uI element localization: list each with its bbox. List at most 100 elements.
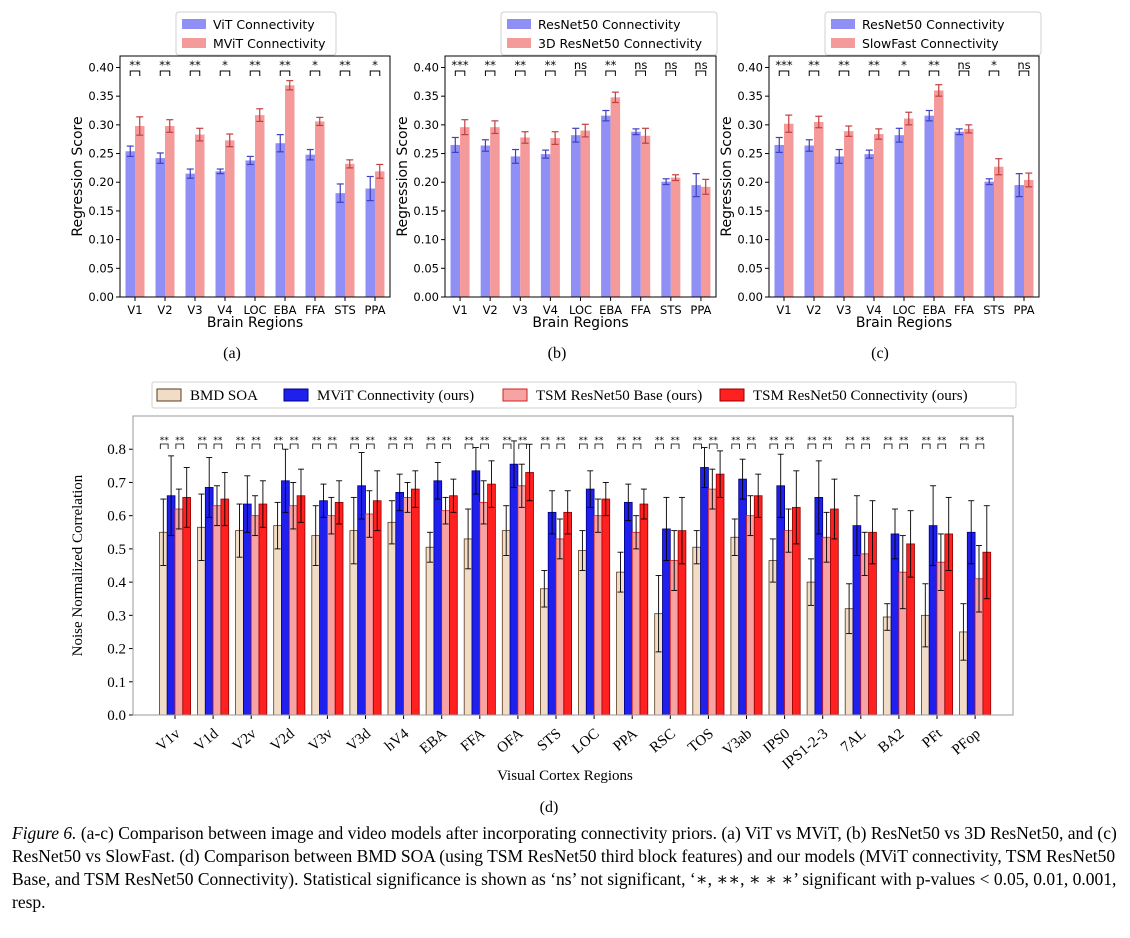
x-tick-label: FFA [305,303,325,317]
bar [520,137,530,297]
legend-label: TSM ResNet50 Connectivity (ours) [753,388,968,404]
chart-panel-d: ** ** V1v ** ** V1d ** ** V2v ** ** V2d ** ** V3v ** ** V… [70,381,1017,816]
significance-label: ns [664,58,677,72]
significance-label: ns [694,58,707,72]
significance-bracket [937,443,947,449]
bar [934,90,944,297]
x-tick-label: V1d [192,725,222,754]
y-tick-label: 0.35 [88,89,114,103]
bar [281,480,290,716]
figure-caption: Figure 6. (a-c) Comparison between image… [12,822,1118,914]
x-tick-label: V2d [268,725,298,754]
bar [784,530,793,716]
significance-label: ns [1017,58,1030,72]
bar [212,505,222,716]
y-tick-label: 0.25 [88,147,114,161]
x-tick-label: V1 [776,303,791,317]
bar [225,140,235,297]
legend-swatch [156,388,182,402]
significance-bracket [695,70,707,76]
significance-label: ** [350,436,360,446]
y-tick-label: 0.2 [107,642,126,658]
significance-label: ** [709,436,719,446]
bar [776,485,785,716]
x-tick-label: PPA [610,726,640,755]
significance-bracket [426,443,436,449]
x-tick-label: STS [334,303,356,317]
plot-frame [444,55,717,298]
legend-label: ResNet50 Connectivity [862,17,1005,32]
x-tick-label: 7AL [838,726,869,756]
bar [738,478,747,716]
significance-bracket [309,70,321,76]
bar [296,495,306,716]
significance-label: ** [605,58,617,72]
bar [814,121,824,297]
significance-label: ** [484,58,496,72]
x-tick-label: RSC [647,726,679,756]
legend-label: BMD SOA [190,388,258,404]
x-tick-label: EBA [922,303,945,317]
bar [345,163,355,297]
legend-label: MViT Connectivity [213,36,326,51]
bar [670,177,681,297]
x-tick-label: PPA [1013,303,1034,317]
significance-label: ** [556,436,566,446]
significance-bracket [670,443,680,449]
significance-bracket [540,443,550,449]
y-tick-label: 0.15 [413,204,439,218]
y-tick-label: 0.20 [737,175,763,189]
bar [195,134,205,297]
bar [305,154,315,297]
legend-label: 3D ResNet50 Connectivity [538,36,703,51]
significance-bracket [594,443,604,449]
significance-bracket [838,70,850,76]
bar [288,505,298,716]
bar [365,188,375,297]
bar [540,588,549,716]
bar [860,553,869,716]
significance-bracket [899,443,908,449]
bar [691,185,701,297]
significance-label: ** [274,436,284,446]
x-tick-label: EBA [273,303,296,317]
bar [984,181,994,297]
significance-label: * [372,58,378,72]
significance-bracket [655,443,664,449]
y-tick-label: 0.5 [107,542,126,558]
significance-bracket [545,70,556,76]
y-tick-label: 0.05 [737,261,763,275]
significance-label: ** [823,436,833,446]
significance-bracket [665,70,677,76]
x-tick-label: V3ab [720,726,755,759]
bar [242,503,252,716]
y-axis-label: Regression Score [395,116,411,236]
bar [449,495,458,716]
y-tick-label: 0.40 [737,60,763,74]
bar [640,135,651,297]
chart-panel-c: *** V1 ** V2 ** V3 ** V4 * LOC ** EBA ns FFA * STS ns PPA… [719,11,1042,362]
significance-label: ** [503,436,513,446]
y-tick-label: 0.10 [88,233,114,247]
significance-bracket [579,443,588,449]
significance-label: ** [339,58,351,72]
significance-label: ** [404,436,414,446]
legend-swatch [283,388,309,402]
legend-swatch [507,19,531,29]
significance-label: ** [159,58,171,72]
significance-label: ** [465,436,475,446]
y-tick-label: 0.30 [88,118,114,132]
bar [601,498,611,716]
significance-bracket [454,70,466,76]
bar [571,135,581,297]
legend-label: SlowFast Connectivity [862,36,999,51]
y-tick-label: 0.15 [737,204,763,218]
legend-label: MViT Connectivity (ours) [317,388,474,404]
significance-bracket [404,443,413,449]
x-tick-label: PPA [690,303,711,317]
bar [357,485,366,716]
bar [822,536,831,716]
significance-bracket [708,443,718,449]
significance-bracket [175,443,185,449]
significance-bracket [518,443,527,449]
